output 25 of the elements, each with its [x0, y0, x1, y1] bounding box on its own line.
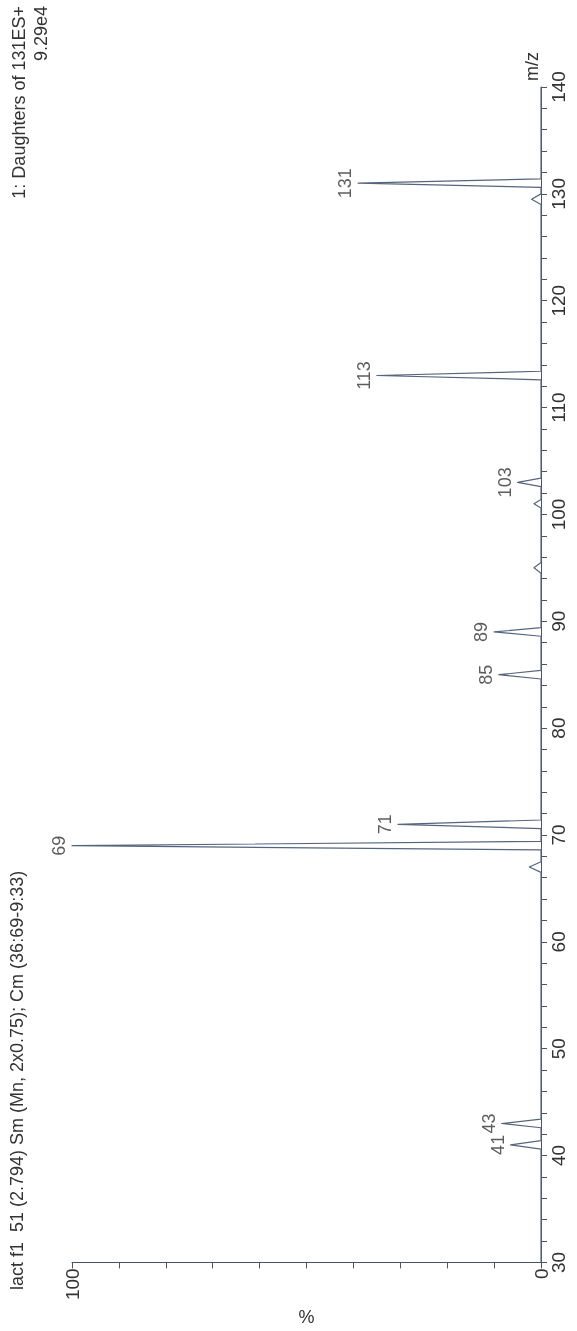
text: 9.29e4 [31, 6, 51, 62]
y-tick-label: 60 [548, 931, 569, 953]
y-tick-label: 110 [548, 392, 569, 423]
annotation: 85 [475, 664, 496, 685]
y-tick-label: 130 [548, 178, 569, 210]
annotation: 41 [487, 1134, 508, 1155]
text: lact f1 51 (2.794) Sm (Mn, 2x0.75); Cm (36:69-9:33) [7, 870, 27, 1290]
annotation: 103 [494, 467, 515, 498]
x-axis-title: % [298, 1307, 315, 1327]
y-tick-label: 120 [548, 284, 569, 317]
y-tick-label: 100 [548, 498, 569, 531]
text: 1: Daughters of 131ES+ [9, 6, 29, 199]
annotation: 89 [471, 621, 492, 642]
annotation: 69 [49, 835, 69, 856]
y-tick-label: 80 [548, 717, 569, 739]
y-axis-title: m/z [522, 52, 542, 81]
y-tick-label: 40 [548, 1144, 569, 1167]
y-tick-label: 50 [548, 1038, 569, 1060]
y-tick-label: 70 [548, 824, 569, 846]
y-tick-label: 140 [548, 71, 569, 103]
annotation: 71 [374, 814, 395, 835]
annotation: 113 [353, 361, 374, 390]
annotation: 131 [335, 168, 356, 199]
y-tick-label: 90 [548, 610, 569, 632]
annotation: 43 [478, 1113, 499, 1134]
